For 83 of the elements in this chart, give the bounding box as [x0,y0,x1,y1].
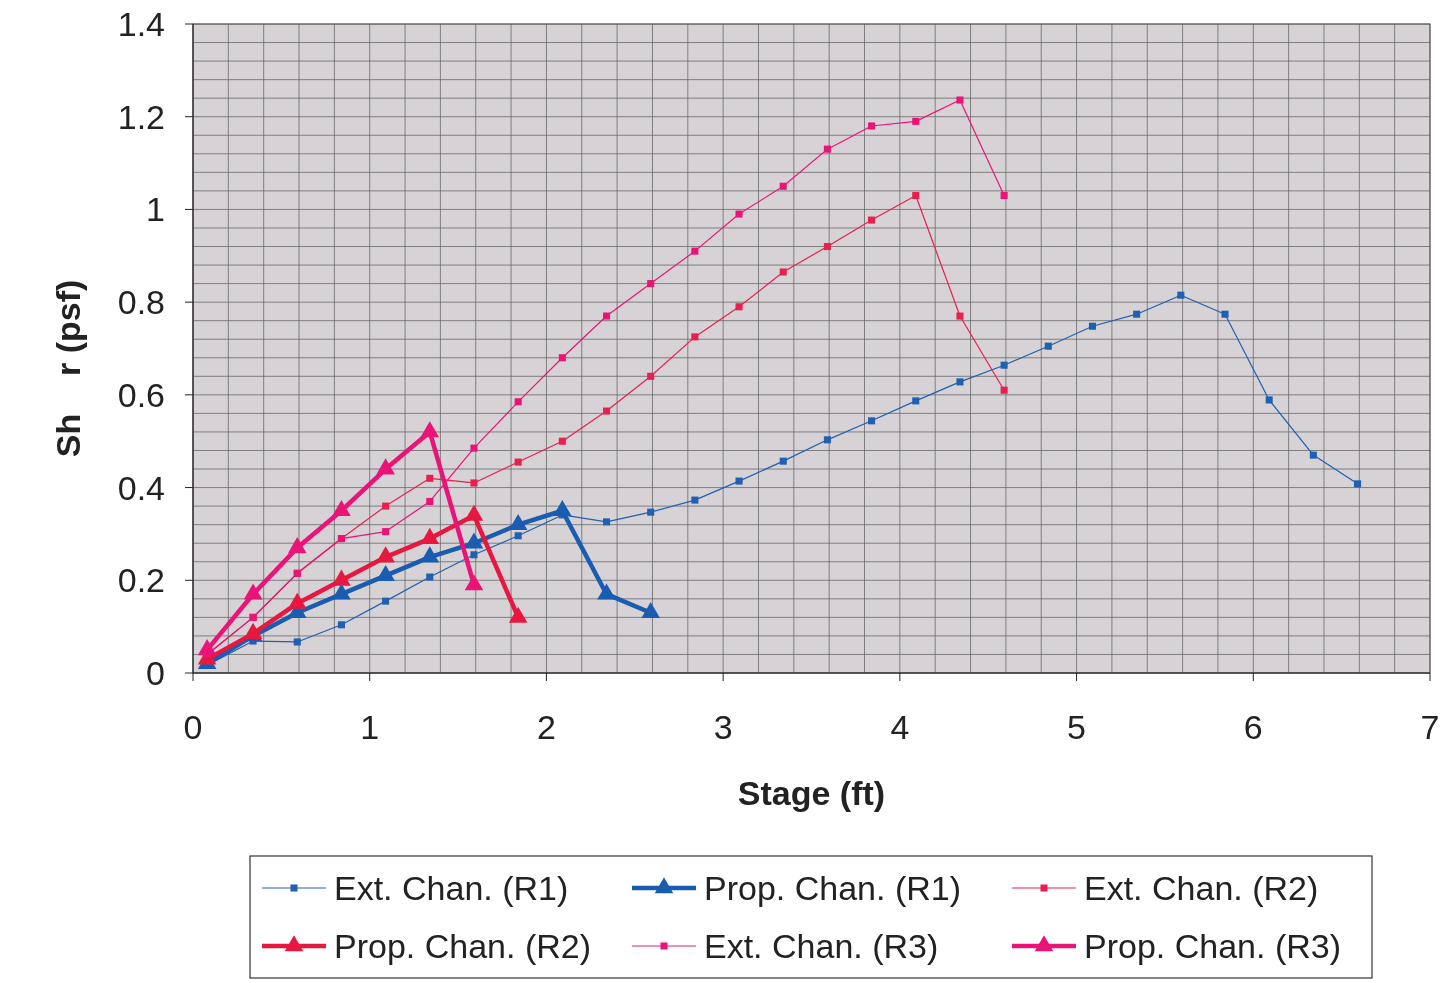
point [647,280,655,288]
point [382,528,390,536]
point [558,354,566,362]
point [470,551,478,559]
x-tick-label: 1 [360,708,380,746]
point [1309,451,1317,459]
y-tick-label: 0 [146,654,165,692]
point [426,497,434,506]
x-tick-label: 4 [890,708,910,746]
x-tick-label: 3 [713,708,733,746]
point [912,117,920,125]
point [1221,310,1229,318]
y-tick-label: 0.8 [117,283,165,322]
y-axis-title: Sh r (psf) [49,279,87,458]
x-tick-label: 5 [1067,708,1087,746]
point [1265,396,1273,404]
y-tick-label: 1 [146,190,165,229]
point [912,397,920,405]
point [691,247,699,255]
x-tick-label: 7 [1420,708,1440,746]
point [293,638,301,646]
point [426,474,434,482]
point [1000,361,1008,369]
y-tick-label: 1.2 [117,97,165,136]
legend-label: Prop. Chan. (R3) [1084,927,1341,965]
legend-label: Ext. Chan. (R3) [704,927,939,965]
point [332,500,351,517]
legend-label: Prop. Chan. (R1) [704,869,961,907]
point [197,639,217,656]
point [823,145,831,153]
point [779,268,787,276]
point [735,210,743,218]
point [691,496,699,504]
point [1177,291,1185,299]
point [647,372,655,380]
point [602,312,611,320]
legend-label: Ext. Chan. (R1) [334,869,569,907]
point [602,518,611,526]
legend-label: Prop. Chan. (R2) [334,927,591,965]
point [464,574,484,591]
y-tick-label: 0.2 [117,561,165,600]
point [602,407,611,415]
point [912,191,920,200]
point [647,508,655,516]
point [1088,322,1097,330]
point [868,216,876,224]
x-tick-label: 6 [1243,708,1263,746]
legend-label: Ext. Chan. (R2) [1084,869,1319,907]
point [382,597,390,605]
point [337,621,345,629]
point [823,242,831,251]
point [779,457,787,465]
point [823,436,831,444]
point [868,417,876,425]
point [470,479,478,487]
point [735,477,743,485]
point [382,502,390,510]
point [1133,310,1141,318]
point [514,398,522,406]
point [956,378,964,386]
point [287,537,307,554]
point [1000,191,1008,200]
point [735,303,743,311]
point [1044,342,1052,350]
point [956,312,964,320]
point [514,458,522,466]
point [691,333,699,341]
point [868,122,876,130]
point [426,573,434,581]
point [514,532,522,540]
x-axis-title: Stage (ft) [737,774,886,812]
y-tick-label: 0.4 [117,468,165,507]
point [956,96,964,104]
y-tick-label: 0.6 [117,375,165,414]
point [1354,480,1362,488]
point [558,437,566,445]
y-tick-label: 1.4 [117,5,165,43]
x-tick-label: 0 [183,708,203,746]
point [1000,386,1008,394]
point [553,500,572,517]
point [470,444,478,452]
point [779,182,787,190]
x-tick-label: 2 [536,708,556,746]
